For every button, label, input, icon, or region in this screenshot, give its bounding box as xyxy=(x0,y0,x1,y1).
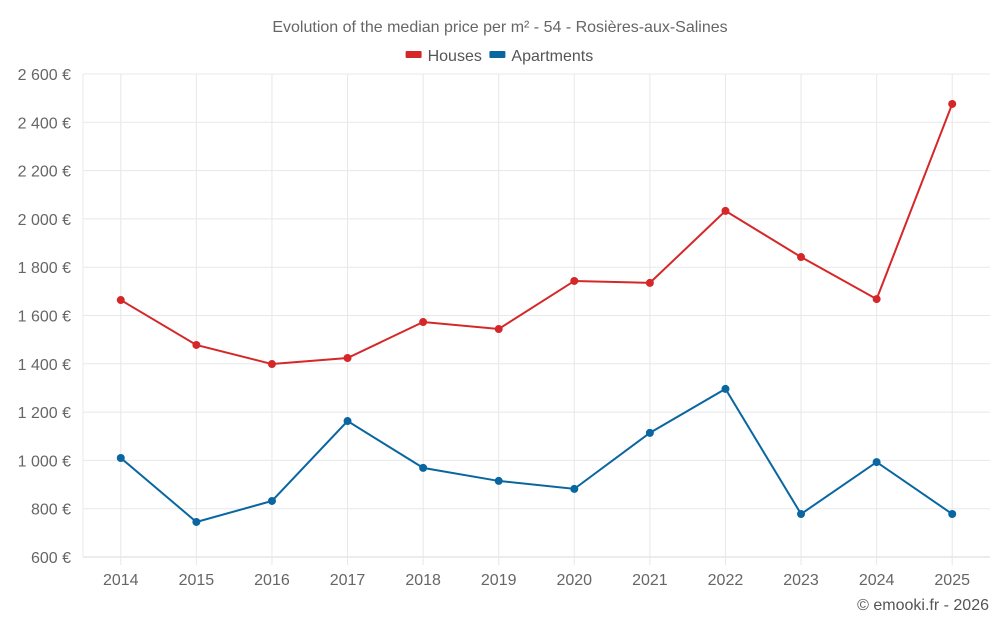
y-tick-label: 1 000 € xyxy=(18,453,71,470)
y-tick-label: 2 400 € xyxy=(18,115,71,132)
data-point-apartments-2014[interactable] xyxy=(116,453,125,462)
x-tick-label: 2016 xyxy=(254,572,290,589)
data-point-apartments-2020[interactable] xyxy=(570,484,579,493)
y-axis: 600 € 800 € 1 000 € 1 200 € 1 400 € 1 600 € 1 … xyxy=(18,67,71,567)
x-tick-label: 2023 xyxy=(783,572,819,589)
data-point-apartments-2021[interactable] xyxy=(645,428,654,437)
data-point-houses-2014[interactable] xyxy=(116,296,125,305)
legend-item-houses[interactable]: Houses xyxy=(405,48,482,65)
data-point-apartments-2016[interactable] xyxy=(267,496,276,505)
credit-text: © emooki.fr - 2026 xyxy=(857,597,989,614)
x-tick-label: 2017 xyxy=(330,572,366,589)
legend: Houses Apartments xyxy=(405,48,593,65)
x-tick-label: 2018 xyxy=(405,572,441,589)
data-point-houses-2023[interactable] xyxy=(797,253,806,262)
data-point-apartments-2024[interactable] xyxy=(872,458,881,467)
data-point-houses-2020[interactable] xyxy=(570,276,579,285)
x-tick-label: 2024 xyxy=(859,572,895,589)
legend-label: Apartments xyxy=(511,48,593,65)
x-tick-label: 2021 xyxy=(632,572,668,589)
legend-label: Houses xyxy=(428,48,482,65)
y-tick-label: 600 € xyxy=(31,550,71,567)
grid xyxy=(82,73,990,565)
x-tick-label: 2022 xyxy=(708,572,744,589)
data-point-houses-2024[interactable] xyxy=(872,295,881,304)
x-tick-label: 2019 xyxy=(481,572,517,589)
data-point-apartments-2022[interactable] xyxy=(721,384,730,393)
series-houses xyxy=(116,99,957,369)
legend-item-apartments[interactable]: Apartments xyxy=(489,48,593,65)
data-point-apartments-2017[interactable] xyxy=(343,417,352,426)
data-point-apartments-2018[interactable] xyxy=(419,463,428,472)
y-tick-label: 2 200 € xyxy=(18,164,71,181)
y-tick-label: 1 400 € xyxy=(18,357,71,374)
data-point-apartments-2025[interactable] xyxy=(948,510,957,519)
y-tick-label: 1 800 € xyxy=(18,260,71,277)
x-tick-label: 2014 xyxy=(103,572,139,589)
data-point-houses-2015[interactable] xyxy=(192,340,201,349)
data-point-apartments-2015[interactable] xyxy=(192,517,201,526)
data-point-apartments-2019[interactable] xyxy=(494,476,503,485)
data-point-apartments-2023[interactable] xyxy=(797,510,806,519)
data-point-houses-2022[interactable] xyxy=(721,206,730,215)
data-point-houses-2025[interactable] xyxy=(948,99,957,108)
data-point-houses-2019[interactable] xyxy=(494,325,503,334)
y-tick-label: 2 600 € xyxy=(18,67,71,84)
x-tick-label: 2015 xyxy=(179,572,215,589)
data-point-houses-2021[interactable] xyxy=(645,278,654,287)
series-apartments xyxy=(116,384,957,526)
chart-title: Evolution of the median price per m² - 5… xyxy=(272,19,727,36)
series-line-apartments xyxy=(120,387,953,524)
legend-swatch xyxy=(489,51,506,58)
x-tick-label: 2020 xyxy=(556,572,592,589)
series-line-houses xyxy=(120,103,954,366)
data-point-houses-2016[interactable] xyxy=(267,360,276,369)
y-tick-label: 1 600 € xyxy=(18,309,71,326)
legend-swatch xyxy=(405,51,422,58)
y-tick-label: 800 € xyxy=(31,502,71,519)
data-point-houses-2018[interactable] xyxy=(419,318,428,327)
x-axis: 2014 2015 2016 2017 2018 2019 2020 2021 2022 2023… xyxy=(103,572,970,589)
y-tick-label: 1 200 € xyxy=(18,405,71,422)
series-group xyxy=(116,99,957,526)
y-tick-label: 2 000 € xyxy=(18,212,71,229)
data-point-houses-2017[interactable] xyxy=(343,354,352,363)
x-tick-label: 2025 xyxy=(934,572,970,589)
